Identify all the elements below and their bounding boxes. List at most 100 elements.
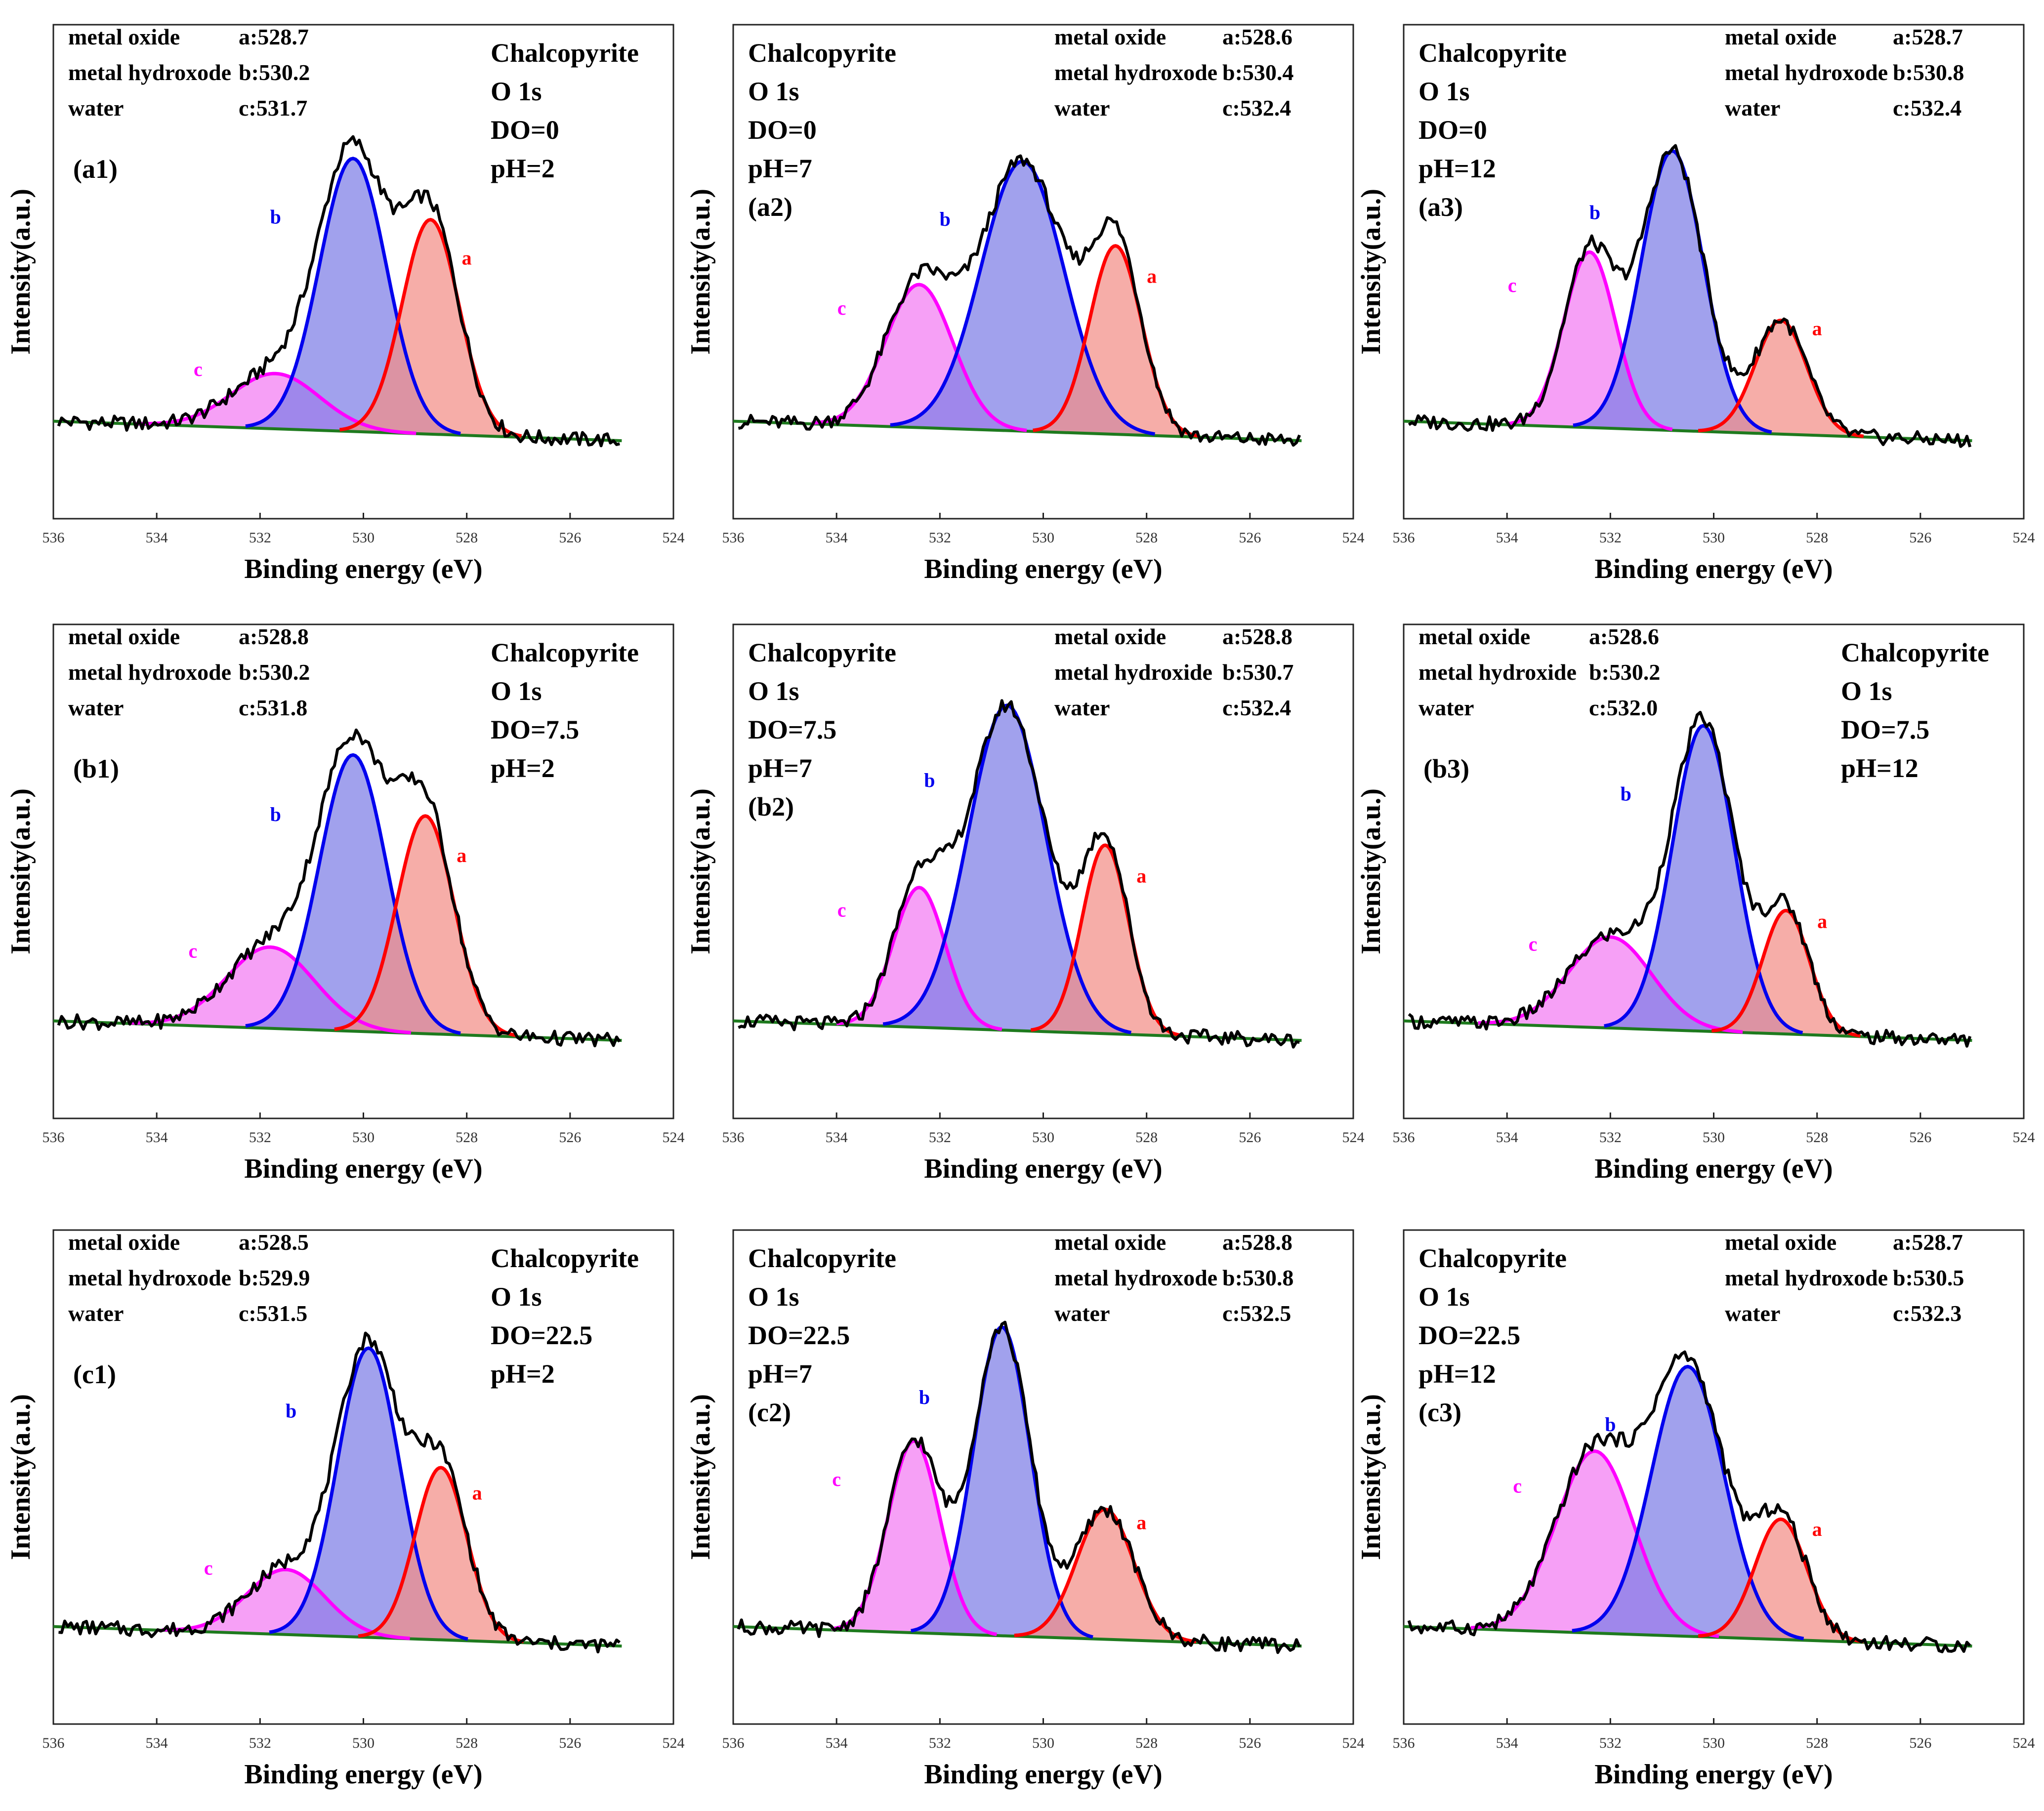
- condition-sample: Chalcopyrite: [1418, 38, 1567, 68]
- panel-a3: 536 534 532 530 528 526 524 Binding energy (eV)…: [1356, 24, 2035, 584]
- condition-sample: Chalcopyrite: [1841, 638, 1989, 667]
- panel-a1: 536 534 532 530 528 526 524 Binding energy (eV)…: [5, 24, 685, 584]
- peak-a-label: a: [1136, 1511, 1146, 1533]
- x-tick-label: 530: [352, 1129, 375, 1146]
- x-tick-label: 532: [929, 530, 951, 546]
- legend-value: b:530.2: [1589, 659, 1660, 685]
- y-axis-label: Intensity(a.u.): [1356, 1394, 1386, 1560]
- legend-value: b:530.8: [1893, 60, 1964, 85]
- legend-name: metal hydroxide: [1054, 659, 1212, 685]
- panel-c1: 536 534 532 530 528 526 524 Binding energy (eV)…: [5, 1229, 685, 1790]
- legend-value: c:532.0: [1589, 695, 1658, 720]
- y-axis-label: Intensity(a.u.): [685, 189, 716, 355]
- panel-b3: 536 534 532 530 528 526 524 Binding energy (eV)…: [1356, 623, 2035, 1184]
- x-tick-label: 532: [929, 1129, 951, 1146]
- legend-value: a:528.7: [1893, 1230, 1963, 1255]
- condition-do: DO=7.5: [1841, 715, 1929, 744]
- raw-spectrum: [738, 699, 1300, 1049]
- legend-value: c:531.5: [239, 1301, 307, 1326]
- plot-area: [1404, 144, 1972, 448]
- x-tick-label: 534: [1496, 1735, 1518, 1751]
- x-tick-label: 534: [1496, 1129, 1518, 1146]
- x-axis-label: Binding energy (eV): [1594, 554, 1833, 584]
- x-tick-label: 524: [1342, 1735, 1365, 1751]
- panel-c3: 536 534 532 530 528 526 524 Binding energy (eV)…: [1356, 1229, 2035, 1790]
- peak-a-label: a: [462, 247, 472, 269]
- legend-value: c:532.5: [1222, 1301, 1291, 1326]
- legend-value: c:532.4: [1222, 695, 1291, 720]
- y-axis-label: Intensity(a.u.): [5, 189, 36, 355]
- legend-value: a:528.7: [239, 24, 309, 49]
- x-tick-label: 528: [1135, 1129, 1158, 1146]
- x-axis-label: Binding energy (eV): [1594, 1153, 1833, 1184]
- peak-c-label: c: [837, 899, 846, 921]
- x-axis-label: Binding energy (eV): [244, 1759, 482, 1790]
- panel-label: (b1): [73, 754, 119, 783]
- peak-c-label: c: [188, 940, 197, 962]
- x-tick-label: 536: [42, 1735, 65, 1751]
- x-tick-label: 532: [929, 1735, 951, 1751]
- legend-value: b:529.9: [239, 1265, 310, 1290]
- plot-area: [1404, 1350, 1972, 1653]
- peak-c-label: c: [194, 358, 203, 380]
- panel-label: (c2): [748, 1398, 791, 1427]
- x-tick-label: 530: [352, 1735, 375, 1751]
- x-tick-label: 526: [559, 1129, 581, 1146]
- x-tick-label: 528: [1806, 1735, 1828, 1751]
- legend-name: water: [1725, 95, 1780, 121]
- legend-name: water: [68, 1301, 124, 1326]
- peak-b-curve: [1604, 724, 1803, 1035]
- plot-area: [733, 1320, 1302, 1654]
- peak-c-fill: [821, 1441, 1007, 1636]
- raw-spectrum: [1408, 144, 1972, 448]
- legend-name: metal oxide: [68, 24, 180, 49]
- condition-region: O 1s: [1418, 77, 1470, 106]
- peak-a-label: a: [472, 1482, 482, 1504]
- peak-c-label: c: [837, 297, 846, 319]
- x-tick-label: 524: [1342, 1129, 1365, 1146]
- x-tick-label: 532: [1599, 1735, 1622, 1751]
- peak-a-fill: [1688, 320, 1874, 438]
- peak-b-curve: [245, 157, 461, 436]
- legend-name: water: [1054, 1301, 1110, 1326]
- background-line: [733, 1019, 1302, 1042]
- x-tick-label: 526: [559, 530, 581, 546]
- legend-name: metal oxide: [1054, 624, 1166, 649]
- condition-sample: Chalcopyrite: [748, 38, 896, 68]
- condition-region: O 1s: [1418, 1282, 1470, 1312]
- peak-a-fill: [1702, 910, 1870, 1037]
- panel-label: (b2): [748, 792, 794, 822]
- legend-name: metal hydroxode: [68, 659, 231, 685]
- x-tick-label: 532: [249, 1129, 271, 1146]
- x-tick-label: 526: [1239, 1129, 1261, 1146]
- x-tick-label: 524: [2013, 1129, 2035, 1146]
- y-axis-label: Intensity(a.u.): [685, 788, 716, 954]
- condition-ph: pH=2: [491, 1359, 555, 1389]
- peak-a-fill: [1002, 1509, 1208, 1643]
- condition-sample: Chalcopyrite: [748, 1243, 896, 1273]
- x-tick-label: 528: [1135, 530, 1158, 546]
- x-tick-label: 530: [1703, 1129, 1725, 1146]
- condition-region: O 1s: [748, 1282, 799, 1312]
- peak-a-label: a: [1812, 1518, 1822, 1540]
- condition-do: DO=22.5: [748, 1320, 850, 1350]
- x-tick-label: 536: [722, 1735, 745, 1751]
- peak-c-fill: [798, 285, 1041, 432]
- legend-value: a:528.6: [1589, 624, 1659, 649]
- legend-value: b:530.2: [239, 60, 310, 85]
- y-axis-label: Intensity(a.u.): [5, 788, 36, 954]
- peak-b-label: b: [1589, 201, 1600, 223]
- x-tick-label: 526: [1909, 530, 1931, 546]
- x-tick-label: 530: [1703, 1735, 1725, 1751]
- peak-c-label: c: [204, 1557, 213, 1579]
- y-axis-label: Intensity(a.u.): [1356, 788, 1386, 954]
- panel-label: (a1): [73, 154, 118, 184]
- peak-b-fill: [867, 705, 1147, 1035]
- raw-spectrum: [1408, 711, 1972, 1048]
- peak-b-label: b: [1621, 783, 1631, 805]
- x-tick-label: 528: [456, 1129, 478, 1146]
- peak-a-label: a: [457, 844, 466, 866]
- x-tick-label: 526: [1239, 1735, 1261, 1751]
- legend-value: b:530.2: [239, 659, 310, 685]
- condition-sample: Chalcopyrite: [491, 1243, 639, 1273]
